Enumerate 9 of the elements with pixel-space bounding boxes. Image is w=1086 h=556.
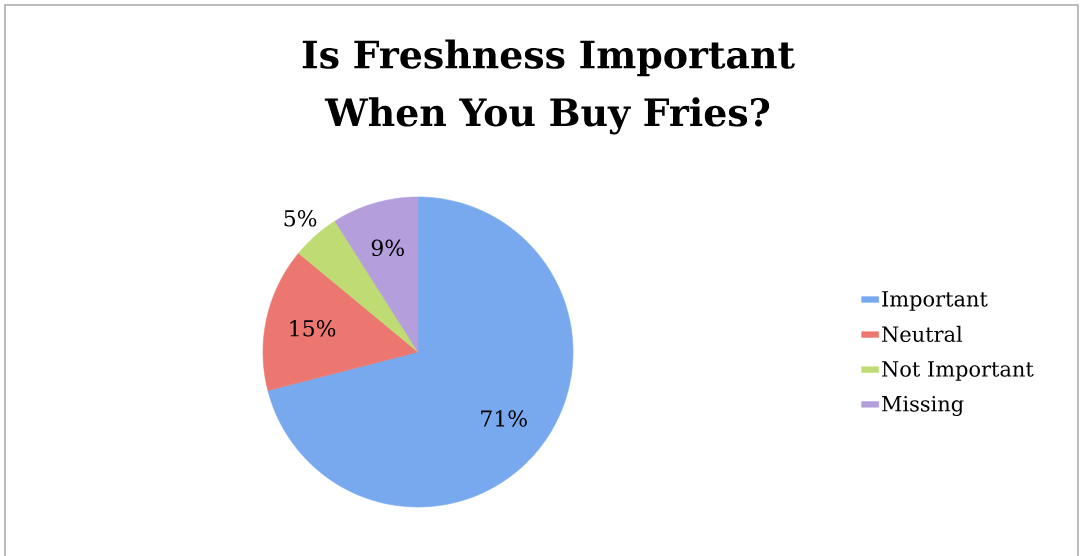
legend-label: Not Important	[882, 361, 1034, 381]
data-label: 71%	[481, 410, 527, 427]
data-label: 5%	[284, 210, 317, 227]
data-label: 15%	[290, 320, 336, 337]
legend-label: Neutral	[882, 325, 963, 343]
data-label: 9%	[371, 239, 404, 257]
legend-label: Missing	[882, 395, 964, 417]
legend-label: Important	[882, 291, 988, 311]
chart-title: Is Freshness Important When You Buy Fries?	[302, 39, 795, 135]
